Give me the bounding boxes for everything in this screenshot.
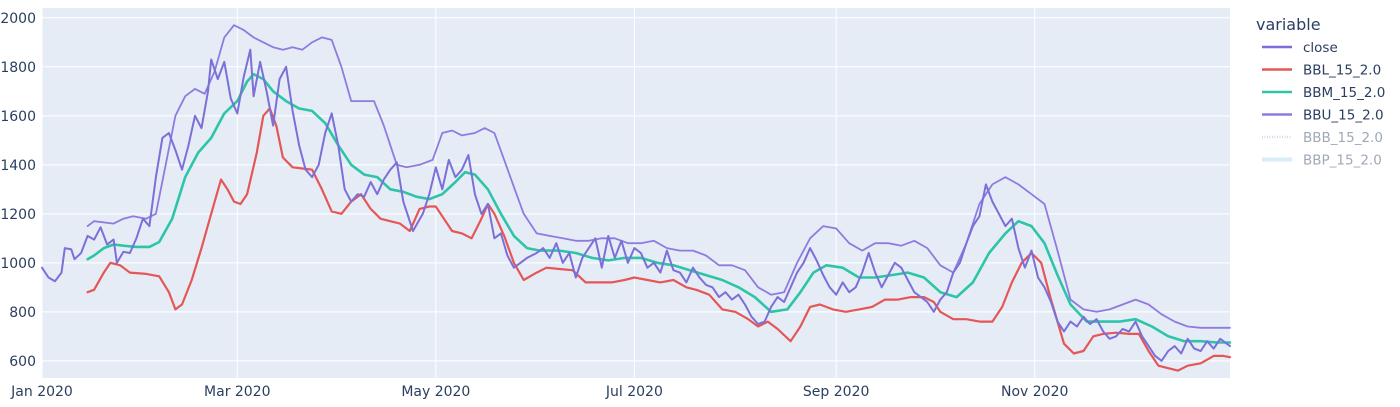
legend-item-bbl-15-2-0[interactable]: BBL_15_2.0 [1262,63,1381,79]
y-tick-label: 1200 [0,207,36,223]
x-tick-label: Sep 2020 [803,384,869,400]
legend-title: variable [1256,15,1321,34]
x-tick-label: Jul 2020 [605,384,663,400]
legend-label: BBB_15_2.0 [1303,130,1383,146]
x-tick-label: Jan 2020 [10,384,73,400]
legend-item-bbu-15-2-0[interactable]: BBU_15_2.0 [1262,108,1384,124]
legend-label: close [1303,40,1338,56]
y-tick-label: 2000 [0,11,36,27]
legend-label: BBP_15_2.0 [1303,153,1382,169]
legend-item-bbb-15-2-0[interactable]: BBB_15_2.0 [1262,130,1383,146]
plot-area [42,8,1230,378]
legend-label: BBU_15_2.0 [1303,108,1384,124]
y-axis: 600 800 1000 1200 1400 1600 1800 2000 [0,11,36,370]
legend-item-bbm-15-2-0[interactable]: BBM_15_2.0 [1262,85,1385,101]
series-line-bbm-15-2-0 [86,72,1232,344]
legend-label: BBM_15_2.0 [1303,85,1385,101]
x-tick-label: Mar 2020 [204,384,271,400]
x-axis: Jan 2020 Mar 2020 May 2020 Jul 2020 Sep 2020… [10,384,1068,400]
y-tick-label: 800 [9,305,36,321]
y-tick-label: 1000 [0,256,36,272]
series-line-bbl-15-2-0 [86,107,1232,372]
legend-item-bbp-15-2-0[interactable]: BBP_15_2.0 [1262,153,1382,169]
x-tick-label: Nov 2020 [1001,384,1068,400]
y-tick-label: 1400 [0,158,36,174]
y-tick-label: 1800 [0,60,36,76]
y-tick-label: 1600 [0,109,36,125]
legend: variable close BBL_15_2.0 BBM_15_2.0 BBU_15… [1256,15,1385,169]
grid-lines [41,8,1230,378]
y-tick-label: 600 [9,354,36,370]
legend-label: BBL_15_2.0 [1303,63,1381,79]
series-line-close [41,48,1231,362]
x-tick-label: May 2020 [401,384,470,400]
legend-item-close[interactable]: close [1262,40,1338,56]
series-lines [41,24,1232,372]
